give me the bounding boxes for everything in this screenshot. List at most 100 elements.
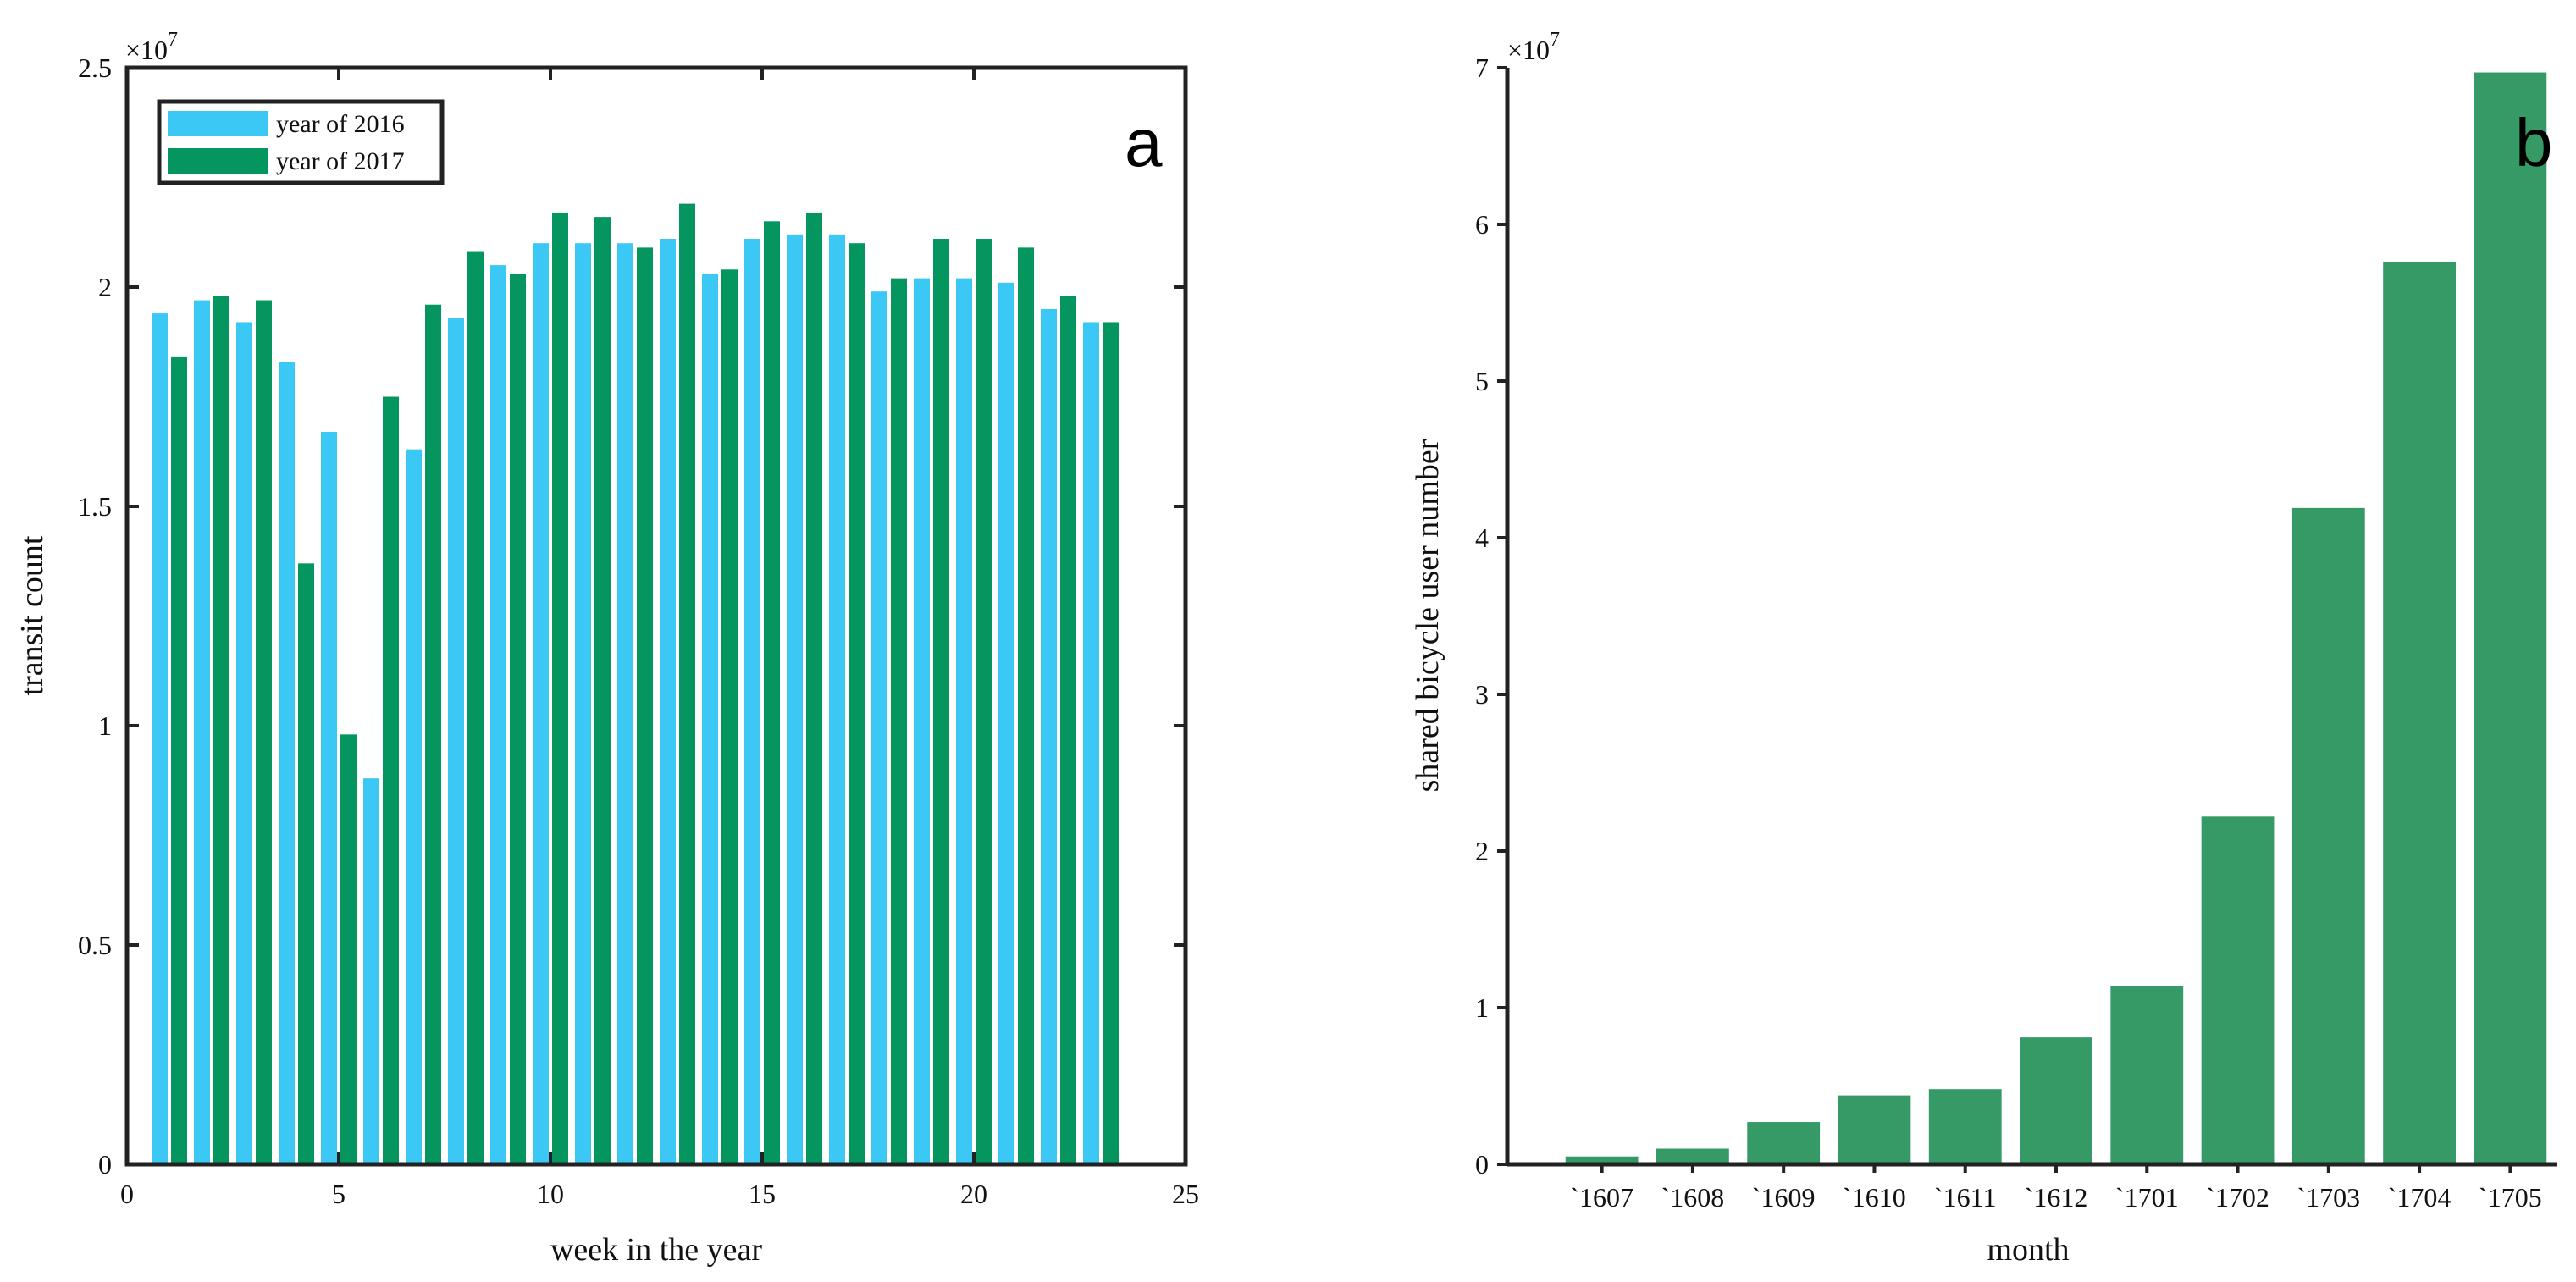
bar-year-of-2016-week-10 [533, 243, 549, 1165]
b-ytick-label-5: 5 [1475, 366, 1489, 396]
bar-year-of-2017-week-5 [340, 734, 357, 1164]
bar-year-of-2016-week-6 [363, 778, 379, 1164]
bar-year-of-2016-week-17 [829, 234, 845, 1165]
b-ytick-label-7: 7 [1475, 52, 1489, 83]
a-ytick-label-0.5: 0.5 [78, 930, 112, 960]
bar-year-of-2017-week-16 [806, 212, 822, 1165]
bar-year-of-2017-week-7 [425, 304, 441, 1165]
b-xtick-label-1702: `1702 [2206, 1182, 2269, 1213]
bar-month-1610 [1838, 1095, 1911, 1164]
bar-year-of-2017-week-3 [256, 300, 272, 1164]
bar-month-1612 [2020, 1037, 2092, 1164]
bar-year-of-2016-week-7 [406, 449, 422, 1164]
bar-year-of-2016-week-23 [1083, 322, 1099, 1164]
bar-year-of-2017-week-17 [849, 243, 865, 1165]
panel-b-exponent: ×107 [1507, 29, 1560, 65]
a-xtick-label-25: 25 [1172, 1179, 1199, 1209]
bar-month-1611 [1928, 1089, 2002, 1164]
legend-swatch-2016 [168, 111, 268, 136]
bar-month-1705 [2474, 72, 2547, 1164]
bar-year-of-2016-week-18 [871, 291, 887, 1165]
bar-year-of-2017-week-1 [171, 356, 187, 1164]
a-xtick-label-0: 0 [120, 1179, 134, 1209]
a-xtick-label-10: 10 [537, 1179, 564, 1209]
bar-year-of-2017-week-13 [679, 203, 695, 1165]
bar-year-of-2017-week-12 [637, 247, 653, 1164]
panel-b-letter: b [2515, 105, 2553, 180]
bar-year-of-2017-week-23 [1103, 322, 1119, 1164]
bar-month-1703 [2291, 507, 2365, 1164]
bar-year-of-2017-week-11 [594, 217, 611, 1164]
b-xtick-label-1609: `1609 [1752, 1182, 1816, 1213]
panel-a: 0 5 10 15 20 25 0 0.5 1 1.5 2 2.5 ×107 week in the… [14, 29, 1199, 1268]
bar-year-of-2017-week-19 [933, 239, 949, 1164]
bar-year-of-2016-week-15 [744, 239, 760, 1164]
legend-swatch-2017 [168, 148, 268, 174]
panel-a-y-ticks: 0 0.5 1 1.5 2 2.5 [78, 52, 1186, 1180]
bar-year-of-2016-week-5 [321, 431, 337, 1164]
a-xtick-label-15: 15 [749, 1179, 776, 1209]
a-ytick-label-1: 1 [98, 710, 112, 741]
b-ytick-label-4: 4 [1475, 522, 1489, 553]
bar-year-of-2017-week-22 [1060, 296, 1076, 1164]
b-xtick-label-1705: `1705 [2479, 1182, 2542, 1213]
b-xtick-label-1701: `1701 [2115, 1182, 2179, 1213]
bar-year-of-2016-week-19 [914, 278, 930, 1164]
bar-year-of-2017-week-18 [891, 278, 907, 1164]
bar-year-of-2016-week-22 [1041, 308, 1057, 1164]
panel-a-bars [152, 203, 1119, 1165]
a-ytick-label-1.5: 1.5 [78, 491, 112, 522]
bar-year-of-2016-week-16 [787, 234, 803, 1165]
panel-a-exponent: ×107 [125, 29, 178, 65]
b-ytick-label-6: 6 [1475, 209, 1489, 240]
bar-year-of-2016-week-11 [575, 243, 591, 1165]
panel-b-x-tick-labels: `1607 `1608 `1609 `1610 `1611 `1612 `1701 `1702… [1570, 1164, 2542, 1213]
bar-year-of-2016-week-3 [236, 322, 252, 1164]
a-xtick-label-5: 5 [332, 1179, 345, 1209]
bar-month-1609 [1747, 1122, 1821, 1164]
b-xtick-label-1607: `1607 [1570, 1182, 1633, 1213]
bar-year-of-2016-week-14 [702, 274, 718, 1165]
b-xtick-label-1612: `1612 [2025, 1182, 2088, 1213]
b-ytick-label-3: 3 [1475, 679, 1489, 710]
bar-year-of-2016-week-12 [617, 243, 633, 1165]
a-ytick-label-2.5: 2.5 [78, 52, 112, 83]
bar-year-of-2017-week-10 [552, 212, 568, 1165]
bar-year-of-2016-week-1 [152, 313, 168, 1165]
panel-a-y-axis-title: transit count [14, 535, 50, 695]
bar-year-of-2017-week-15 [764, 221, 780, 1164]
panel-a-letter: a [1125, 105, 1163, 180]
bar-year-of-2017-week-8 [467, 251, 484, 1164]
b-xtick-label-1704: `1704 [2388, 1182, 2452, 1213]
bar-year-of-2016-week-20 [956, 278, 972, 1164]
bar-year-of-2017-week-6 [383, 396, 399, 1164]
b-xtick-label-1610: `1610 [1843, 1182, 1906, 1213]
bar-year-of-2017-week-20 [976, 239, 992, 1164]
bar-year-of-2016-week-21 [998, 282, 1014, 1164]
bar-year-of-2016-week-2 [194, 300, 210, 1164]
bar-year-of-2017-week-4 [298, 563, 314, 1164]
b-xtick-label-1608: `1608 [1661, 1182, 1725, 1213]
bar-year-of-2017-week-21 [1018, 247, 1034, 1164]
panel-a-axes-box [124, 65, 1188, 1167]
a-ytick-label-0: 0 [98, 1149, 112, 1180]
bar-year-of-2016-week-4 [279, 362, 295, 1164]
b-ytick-label-0: 0 [1475, 1149, 1489, 1180]
bar-year-of-2016-week-9 [490, 265, 506, 1165]
panel-b-bars [1565, 72, 2547, 1164]
b-ytick-label-2: 2 [1475, 836, 1489, 866]
bar-year-of-2017-week-2 [213, 296, 229, 1164]
panel-a-legend: year of 2016 year of 2017 [157, 99, 445, 185]
b-ytick-label-1: 1 [1475, 992, 1489, 1023]
bar-year-of-2016-week-8 [448, 318, 464, 1164]
bar-month-1608 [1656, 1148, 1729, 1164]
bar-month-1701 [2110, 986, 2184, 1164]
panel-b-y-axis-title: shared bicycle user number [1410, 439, 1446, 792]
bar-month-1607 [1565, 1156, 1639, 1164]
panel-a-x-ticks: 0 5 10 15 20 25 [120, 68, 1199, 1209]
legend-label-2016: year of 2016 [276, 110, 405, 138]
panel-b-x-axis-title: month [1987, 1232, 2069, 1268]
bar-month-1702 [2201, 816, 2275, 1164]
